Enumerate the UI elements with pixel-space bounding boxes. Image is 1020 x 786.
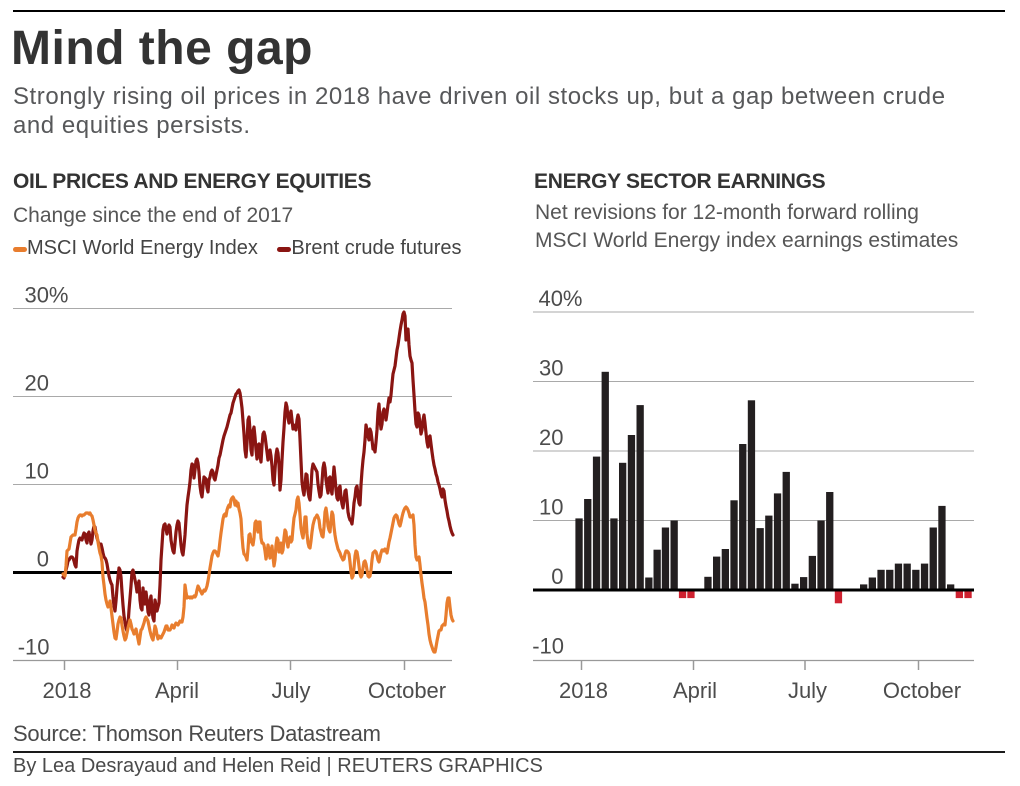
svg-text:-10: -10 (18, 635, 50, 660)
svg-text:2018: 2018 (559, 678, 608, 703)
svg-text:2018: 2018 (43, 678, 92, 703)
svg-text:-10: -10 (532, 634, 564, 659)
svg-text:40%: 40% (538, 286, 582, 311)
svg-text:20: 20 (539, 425, 563, 450)
svg-text:0: 0 (37, 547, 49, 572)
svg-text:10: 10 (539, 495, 563, 520)
svg-text:10: 10 (25, 459, 49, 484)
svg-text:April: April (673, 678, 717, 703)
svg-text:April: April (155, 678, 199, 703)
svg-text:20: 20 (25, 371, 49, 396)
svg-text:July: July (271, 678, 310, 703)
svg-text:July: July (788, 678, 827, 703)
svg-text:30: 30 (539, 356, 563, 381)
svg-text:October: October (368, 678, 446, 703)
svg-text:0: 0 (551, 564, 563, 589)
svg-text:30%: 30% (24, 283, 68, 308)
svg-text:October: October (883, 678, 961, 703)
